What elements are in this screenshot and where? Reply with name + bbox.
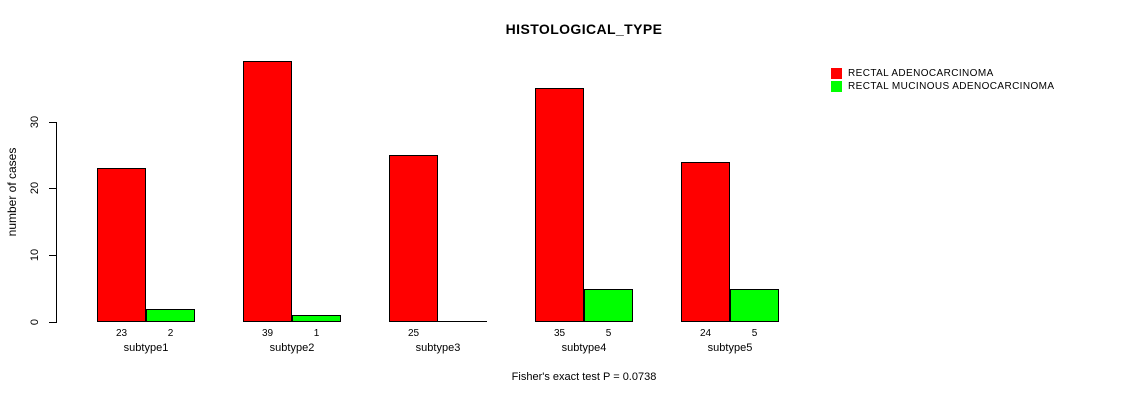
legend-label-green: RECTAL MUCINOUS ADENOCARCINOMA bbox=[848, 81, 1055, 92]
bar bbox=[292, 315, 341, 322]
x-category-label: subtype3 bbox=[415, 342, 461, 354]
y-axis-line bbox=[56, 122, 57, 323]
y-axis-tick bbox=[49, 255, 57, 256]
fisher-test-note: Fisher's exact test P = 0.0738 bbox=[511, 371, 657, 383]
chart-title: HISTOLOGICAL_TYPE bbox=[505, 21, 663, 37]
bar-value-label: 24 bbox=[699, 328, 712, 339]
y-axis-tick-label: 30 bbox=[29, 115, 41, 129]
bar bbox=[97, 168, 146, 322]
bar-value-label: 5 bbox=[751, 328, 758, 339]
x-category-label: subtype5 bbox=[707, 342, 753, 354]
x-category-label: subtype4 bbox=[561, 342, 607, 354]
y-axis-tick-label: 20 bbox=[29, 181, 41, 195]
x-category-label: subtype1 bbox=[123, 342, 169, 354]
bar-value-label: 5 bbox=[605, 328, 612, 339]
bar-value-label: 2 bbox=[167, 328, 174, 339]
bar-value-label: 39 bbox=[261, 328, 274, 339]
bar-zero-line bbox=[438, 321, 487, 322]
y-axis-tick bbox=[49, 322, 57, 323]
bar bbox=[584, 289, 633, 322]
y-axis-tick bbox=[49, 122, 57, 123]
legend-label-red: RECTAL ADENOCARCINOMA bbox=[848, 68, 994, 79]
legend-swatch-green bbox=[831, 81, 842, 92]
bar bbox=[681, 162, 730, 322]
y-axis-tick bbox=[49, 188, 57, 189]
bar bbox=[730, 289, 779, 322]
bar-value-label: 35 bbox=[553, 328, 566, 339]
bar-value-label: 23 bbox=[115, 328, 128, 339]
bar bbox=[243, 61, 292, 322]
bar bbox=[146, 309, 195, 322]
bar bbox=[535, 88, 584, 322]
y-axis-title: number of cases bbox=[5, 147, 19, 237]
y-axis-tick-label: 0 bbox=[29, 318, 41, 326]
x-category-label: subtype2 bbox=[269, 342, 315, 354]
bar-value-label: 1 bbox=[313, 328, 320, 339]
bar bbox=[389, 155, 438, 322]
legend-item-green: RECTAL MUCINOUS ADENOCARCINOMA bbox=[831, 80, 1054, 93]
y-axis-tick-label: 10 bbox=[29, 248, 41, 262]
legend-item-red: RECTAL ADENOCARCINOMA bbox=[831, 67, 1054, 80]
bar-value-label: 25 bbox=[407, 328, 420, 339]
legend-swatch-red bbox=[831, 68, 842, 79]
legend: RECTAL ADENOCARCINOMA RECTAL MUCINOUS AD… bbox=[831, 67, 1054, 93]
